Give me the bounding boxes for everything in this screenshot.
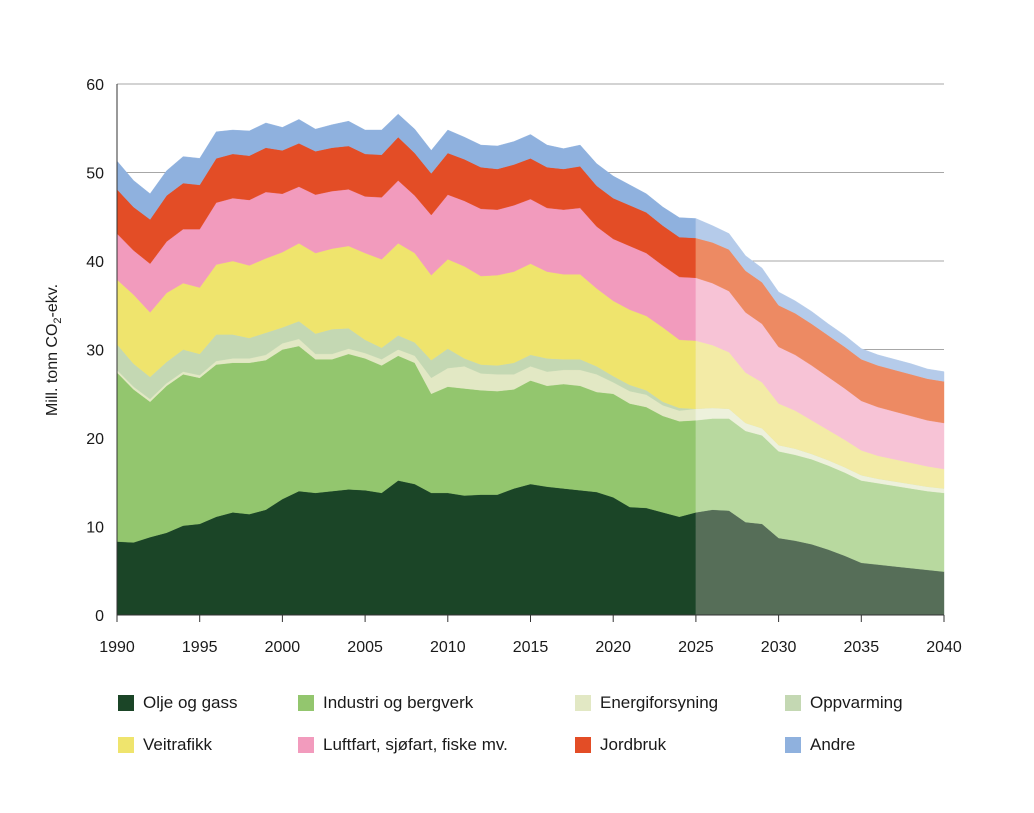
legend-label: Energiforsyning [600, 693, 719, 712]
y-tick-label-40: 40 [86, 254, 104, 271]
legend-swatch [785, 695, 801, 711]
y-tick-labels: 0 10 20 30 40 50 60 [86, 77, 104, 625]
area-andre-projected [695, 218, 945, 382]
legend-item-industri-og-bergverk: Industri og bergverk [298, 692, 575, 714]
x-tick-label-2040: 2040 [926, 639, 962, 656]
legend-swatch [575, 737, 591, 753]
legend-swatch [785, 737, 801, 753]
x-tick-label-2000: 2000 [265, 639, 301, 656]
legend-swatch [298, 695, 314, 711]
y-tick-label-60: 60 [86, 77, 104, 94]
x-tick-labels: 1990 1995 2000 2005 2010 2015 2020 2025 2030 2035… [99, 639, 962, 656]
legend-item-andre: Andre [785, 734, 985, 756]
legend: Olje og gass Industri og bergverk Energifo… [118, 692, 998, 756]
plot-areas [116, 113, 945, 616]
y-tick-label-50: 50 [86, 166, 104, 183]
legend-label: Andre [810, 735, 856, 754]
x-tick-label-1990: 1990 [99, 639, 135, 656]
x-tick-label-2025: 2025 [678, 639, 714, 656]
legend-label: Oppvarming [810, 693, 903, 712]
y-tick-label-20: 20 [86, 431, 104, 448]
x-tick-label-1995: 1995 [182, 639, 218, 656]
x-tick-label-2010: 2010 [430, 639, 466, 656]
legend-label: Veitrafikk [143, 735, 212, 754]
legend-swatch [575, 695, 591, 711]
legend-item-luftfart-sjøfart-fiske-mv: Luftfart, sjøfart, fiske mv. [298, 734, 575, 756]
x-tick-label-2020: 2020 [595, 639, 631, 656]
legend-item-olje-og-gass: Olje og gass [118, 692, 298, 714]
x-tick-label-2030: 2030 [761, 639, 797, 656]
axes [116, 84, 945, 622]
legend-label: Luftfart, sjøfart, fiske mv. [323, 735, 508, 754]
y-axis-label: Mill. tonn CO2-ekv. [44, 284, 64, 416]
legend-item-jordbruk: Jordbruk [575, 734, 785, 756]
y-tick-label-0: 0 [95, 608, 104, 625]
x-tick-label-2005: 2005 [347, 639, 383, 656]
y-tick-label-10: 10 [86, 520, 104, 537]
legend-item-oppvarming: Oppvarming [785, 692, 985, 714]
x-tick-label-2015: 2015 [513, 639, 549, 656]
legend-swatch [118, 737, 134, 753]
legend-label: Industri og bergverk [323, 693, 474, 712]
y-tick-label-30: 30 [86, 343, 104, 360]
legend-item-energiforsyning: Energiforsyning [575, 692, 785, 714]
legend-label: Olje og gass [143, 693, 238, 712]
legend-swatch [298, 737, 314, 753]
legend-swatch [118, 695, 134, 711]
x-tick-label-2035: 2035 [844, 639, 880, 656]
legend-item-veitrafikk: Veitrafikk [118, 734, 298, 756]
legend-label: Jordbruk [600, 735, 667, 754]
